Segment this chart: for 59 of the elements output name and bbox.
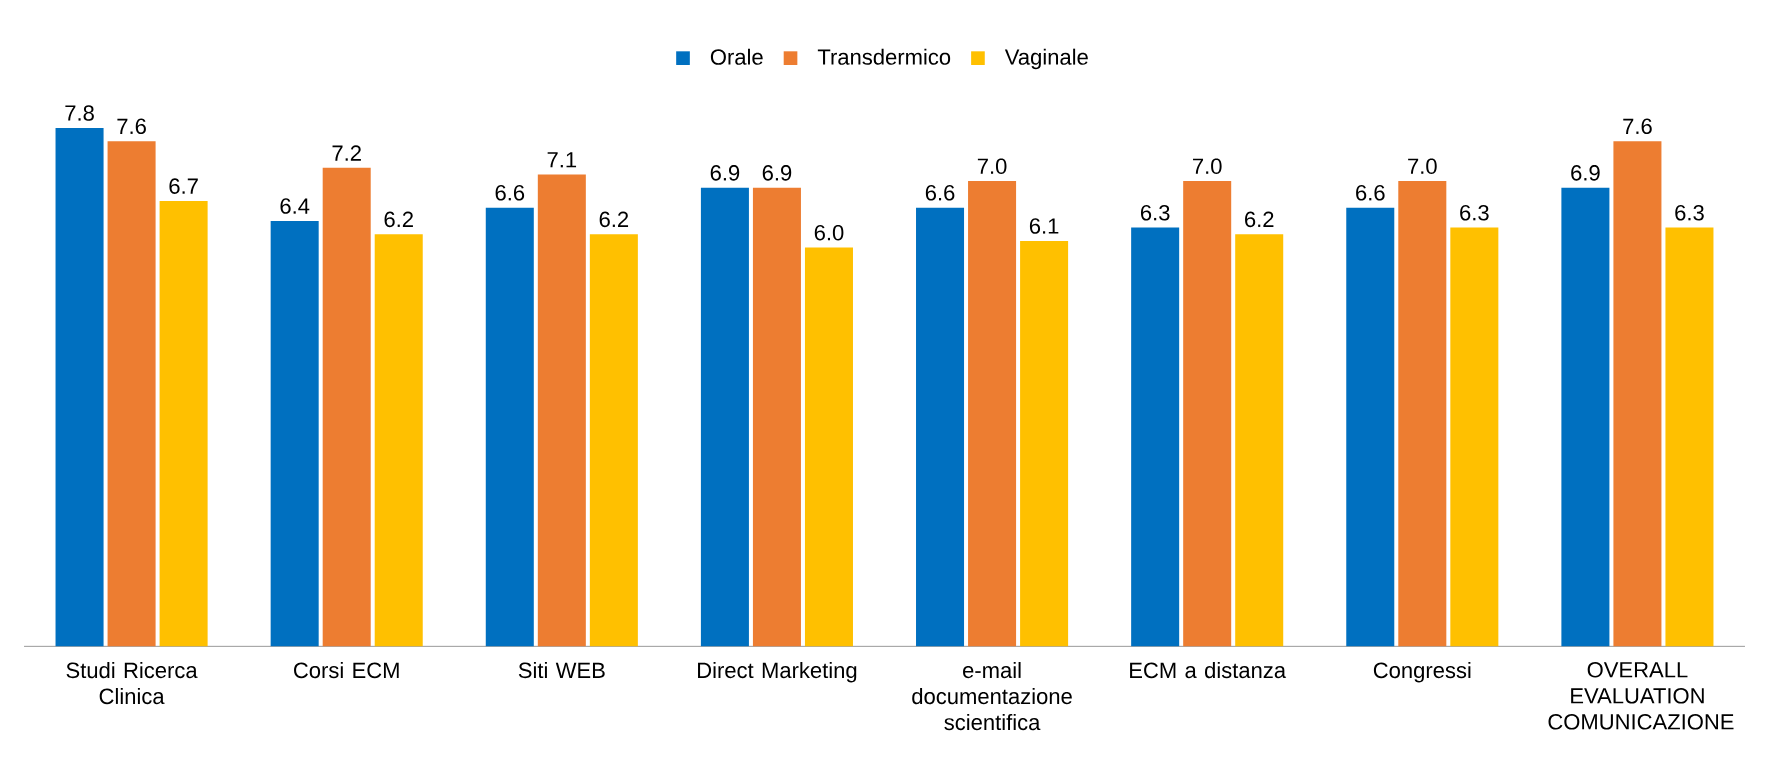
data-label: 7.0	[1193, 158, 1222, 174]
data-label: 6.9	[710, 164, 740, 181]
data-label: 6.2	[384, 211, 413, 227]
data-label: 6.6	[925, 184, 955, 201]
bar	[270, 220, 319, 647]
bar	[374, 234, 423, 647]
bar	[537, 174, 586, 647]
legend-label: Orale	[710, 48, 763, 65]
bar	[1183, 180, 1232, 647]
data-label: 6.3	[1140, 204, 1170, 221]
data-label: 7.0	[977, 158, 1007, 174]
bar	[1561, 187, 1610, 647]
bar	[1665, 227, 1714, 647]
bar	[1398, 180, 1447, 647]
data-label: 7.2	[332, 145, 361, 161]
bar	[1235, 234, 1284, 647]
data-label: 6.9	[762, 164, 792, 181]
x-tick-label: Corsi ECM	[294, 661, 399, 678]
data-label: 6.0	[814, 224, 844, 241]
bar	[485, 207, 534, 647]
bar	[700, 187, 749, 647]
bar	[322, 167, 371, 647]
bar	[1346, 207, 1395, 647]
data-label: 7.6	[117, 118, 146, 134]
bar	[752, 187, 801, 647]
data-label: 7.8	[65, 105, 94, 121]
bar	[589, 234, 638, 647]
bar	[968, 180, 1017, 647]
data-label: 6.9	[1571, 164, 1600, 181]
bar	[1613, 140, 1662, 647]
legend-label: Vaginale	[1004, 48, 1088, 69]
bar	[1131, 227, 1180, 647]
x-tick-label: Direct Marketing	[698, 661, 857, 683]
data-label: 6.3	[1460, 204, 1489, 221]
x-tick-label: Congressi	[1373, 661, 1471, 683]
x-tick-label: OVERALL EVALUATION COMUNICAZIONE	[1548, 661, 1734, 730]
x-tick-label: Studi Ricerca Clinica	[66, 661, 198, 704]
bar	[159, 200, 208, 647]
data-label: 7.6	[1623, 118, 1652, 134]
legend-label: Transdermico	[817, 48, 951, 65]
data-label: 6.6	[495, 184, 525, 201]
bar	[107, 140, 156, 647]
x-tick-label: Siti WEB	[518, 661, 605, 678]
data-label: 6.2	[1245, 211, 1274, 227]
bar	[1020, 240, 1069, 647]
bar	[55, 127, 104, 647]
data-label: 6.4	[280, 198, 310, 214]
bar	[916, 207, 965, 647]
data-label: 7.1	[547, 152, 577, 168]
x-tick-label: e-mail documentazione scientifica	[912, 661, 1072, 730]
data-label: 7.0	[1408, 158, 1437, 174]
data-label: 6.6	[1356, 184, 1385, 201]
data-label: 6.7	[169, 178, 198, 194]
data-label: 6.3	[1675, 204, 1704, 221]
bar	[1450, 227, 1499, 647]
data-label: 6.2	[599, 211, 629, 227]
bar	[804, 247, 853, 647]
x-tick-label: ECM a distanza	[1130, 661, 1287, 678]
data-label: 6.1	[1029, 218, 1059, 234]
